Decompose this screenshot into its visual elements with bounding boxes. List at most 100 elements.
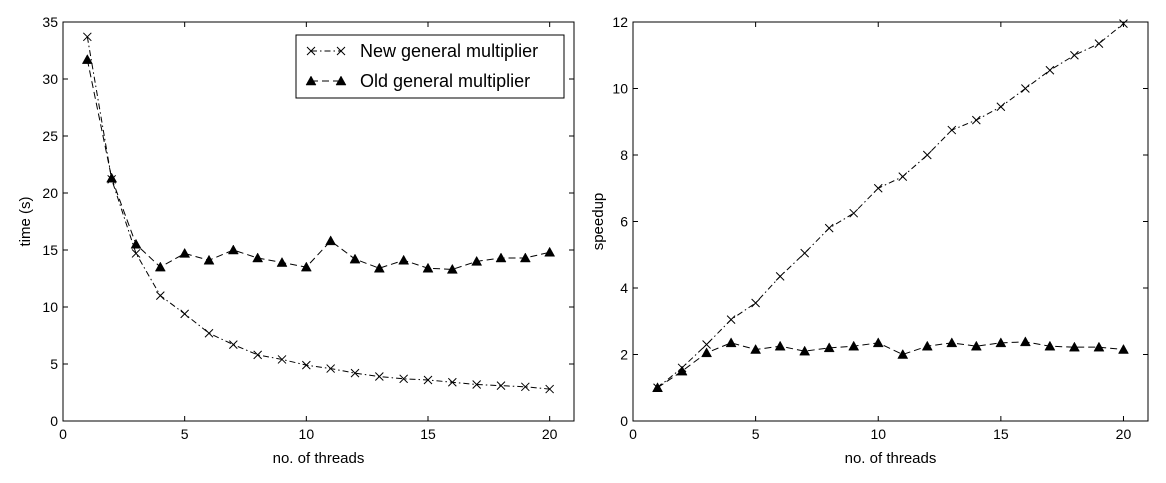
speedup-chart-x-tick-label: 5 (752, 426, 760, 442)
time-chart-series-1-point (300, 261, 312, 272)
time-chart-series-1-point (227, 244, 239, 255)
time-chart-series-1-point (130, 238, 142, 249)
speedup-chart-series-1-point (921, 340, 933, 351)
time-chart-x-tick-label: 20 (542, 426, 558, 442)
time-chart-series-0-point (472, 380, 482, 389)
time-chart-series-0-point (277, 355, 287, 364)
legend-label-old: Old general multiplier (360, 71, 530, 91)
time-chart-series-0-point (350, 368, 360, 378)
time-chart-series-1-point (325, 235, 337, 246)
legend-box (295, 34, 565, 99)
speedup-chart-x-axis-label: no. of threads (845, 450, 937, 467)
speedup-chart-series-0-point (873, 183, 883, 193)
speedup-chart-series-1-point (1118, 343, 1129, 354)
time-chart-series-1-line (86, 59, 550, 270)
speedup-chart-series-1-point (1093, 341, 1105, 352)
time-chart-series-1-point (398, 254, 410, 265)
speedup-chart-series-0-point (1070, 50, 1079, 60)
time-chart-frame (62, 21, 575, 422)
speedup-chart-series-0-point (1094, 39, 1104, 48)
time-chart-ticks: 0 5 10 15 20 0 5 10 15 20 25 30 35 (42, 14, 574, 442)
speedup-chart-series-1-point (970, 340, 982, 351)
speedup-chart-series-1-point (1044, 340, 1056, 351)
speedup-chart-series-1-point (1069, 341, 1080, 352)
speedup-chart-series-1-point (725, 337, 737, 348)
time-chart-series-1-point (471, 255, 483, 266)
time-chart-series-1-point (81, 54, 93, 64)
time-chart-y-tick-label: 30 (42, 71, 58, 87)
time-chart-series-1-point (422, 262, 434, 273)
speedup-chart-series-0-point (824, 223, 834, 233)
time-chart-y-axis-label: time (s) (17, 197, 34, 247)
speedup-chart-y-tick-label: 8 (620, 147, 628, 163)
speedup-chart-x-tick-label: 10 (870, 426, 886, 442)
time-chart-series-0-point (423, 375, 433, 385)
speedup-chart-series-0-point (1021, 84, 1030, 93)
time-chart-series-0-point (520, 382, 530, 392)
time-chart-series-1-point (495, 252, 507, 263)
speedup-chart-y-tick-label: 4 (620, 280, 628, 296)
speedup-chart-series-1-point (897, 348, 909, 359)
legend-sample-old (305, 75, 347, 86)
time-chart-y-tick-label: 0 (50, 413, 58, 429)
speedup-chart-y-tick-label: 6 (620, 214, 628, 230)
speedup-chart-series-1-point (1019, 336, 1031, 347)
speedup-chart-series-0-point (800, 248, 810, 258)
speedup-chart-series-0-point (898, 172, 908, 181)
time-chart-series-0-point (228, 340, 238, 349)
time-chart-series-1-point (252, 252, 264, 263)
speedup-chart-series-0-point (1045, 65, 1055, 75)
speedup-chart-y-tick-label: 0 (620, 413, 628, 429)
time-chart-series-0-line (86, 36, 550, 390)
speedup-chart-series-0-point (922, 150, 932, 160)
speedup-chart-series-0-line (657, 23, 1124, 389)
speedup-chart-series-0-point (947, 125, 957, 135)
time-chart-x-axis-label: no. of threads (273, 450, 365, 467)
speedup-chart-series-1-point (652, 382, 663, 392)
legend-sample-new (306, 46, 346, 56)
speedup-chart-series-1-point (701, 347, 712, 358)
time-chart-series-1-point (373, 262, 385, 273)
time-chart-series-0-point (374, 372, 384, 381)
time-chart-series-0-point (155, 291, 165, 300)
speedup-chart-ticks: 0 5 10 15 20 0 2 4 6 8 10 12 (612, 14, 1148, 442)
time-chart-series-0-point (253, 350, 263, 360)
speedup-chart-series-1-point (946, 337, 958, 348)
speedup-chart-series-1-point (774, 340, 786, 351)
speedup-chart: 0 5 10 15 20 0 2 4 6 8 10 12 no. of threads speedup (590, 14, 1149, 467)
speedup-chart-y-tick-label: 12 (612, 14, 628, 30)
time-chart-series-1-point (519, 252, 531, 263)
speedup-chart-series-0-point (751, 298, 760, 308)
time-chart-series-1-point (276, 257, 288, 267)
time-chart-y-tick-label: 10 (42, 299, 58, 315)
time-chart-x-tick-label: 10 (299, 426, 315, 442)
speedup-chart-series-0-point (726, 315, 736, 324)
time-chart-series-0-point (447, 377, 457, 387)
speedup-chart-series-0-point (849, 208, 859, 218)
legend-sample-marker (335, 75, 347, 86)
speedup-chart-series-1-point (848, 340, 860, 351)
speedup-chart-series-0-point (702, 340, 711, 349)
time-chart-y-tick-label: 15 (42, 242, 58, 258)
speedup-chart-series-0-point (971, 115, 981, 125)
speedup-chart-series-1-point (823, 342, 835, 353)
speedup-chart-y-axis-label: speedup (590, 193, 607, 251)
speedup-chart-y-tick-label: 2 (620, 347, 628, 363)
time-chart-series-1-point (446, 263, 458, 274)
time-chart-series-0-point (399, 374, 409, 384)
speedup-chart-marks (652, 19, 1129, 393)
time-chart: 0 5 10 15 20 0 5 10 15 20 25 30 35 no. of threads ti… (17, 14, 575, 467)
speedup-chart-frame (632, 21, 1149, 422)
time-chart-series-0-point (496, 381, 506, 391)
time-chart-x-tick-label: 15 (420, 426, 436, 442)
speedup-chart-series-1-point (872, 337, 884, 348)
speedup-chart-series-1-point (750, 343, 762, 354)
time-chart-marks (81, 32, 556, 394)
legend-sample-marker (306, 46, 316, 56)
speedup-chart-series-1-line (657, 341, 1124, 389)
time-chart-series-1-point (349, 253, 361, 264)
time-chart-x-tick-label: 5 (181, 426, 189, 442)
time-chart-series-0-point (180, 309, 190, 319)
time-chart-y-tick-label: 5 (50, 356, 58, 372)
